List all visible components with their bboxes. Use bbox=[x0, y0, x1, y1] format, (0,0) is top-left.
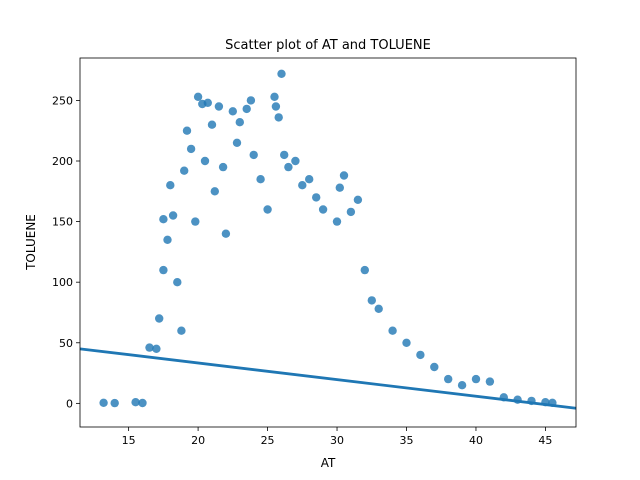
scatter-point bbox=[277, 69, 286, 79]
scatter-point bbox=[138, 398, 147, 408]
scatter-point bbox=[193, 92, 203, 102]
scatter-point bbox=[416, 350, 425, 360]
scatter-point bbox=[353, 195, 363, 204]
scatter-point bbox=[335, 183, 344, 192]
scatter-point bbox=[168, 211, 178, 220]
scatter-point bbox=[99, 398, 108, 407]
scatter-point bbox=[360, 265, 369, 275]
scatter-point bbox=[291, 156, 300, 166]
scatter-point bbox=[263, 205, 272, 214]
scatter-point bbox=[191, 217, 200, 226]
scatter-point bbox=[177, 326, 186, 335]
scatter-point bbox=[305, 175, 314, 184]
scatter-point bbox=[256, 175, 265, 184]
x-tick-label: 40 bbox=[469, 434, 483, 447]
y-axis-ticks: 0 50 100 150 200 250 bbox=[52, 94, 80, 410]
plot-frame bbox=[79, 57, 577, 428]
y-tick-label: 200 bbox=[52, 155, 73, 168]
scatter-point bbox=[249, 150, 258, 160]
plot-area bbox=[80, 58, 576, 427]
scatter-point bbox=[131, 398, 140, 407]
x-tick-label: 25 bbox=[261, 434, 275, 447]
scatter-point bbox=[232, 138, 242, 147]
scatter-point bbox=[145, 343, 154, 352]
scatter-point bbox=[388, 326, 397, 335]
x-axis-ticks: 15 20 25 30 35 40 45 bbox=[122, 427, 552, 447]
scatter-point bbox=[430, 362, 439, 372]
x-tick-label: 45 bbox=[538, 434, 552, 447]
scatter-point bbox=[271, 102, 281, 111]
scatter-point bbox=[284, 162, 293, 172]
scatter-point bbox=[444, 374, 453, 384]
scatter-point bbox=[374, 304, 383, 313]
scatter-point bbox=[274, 113, 283, 122]
y-tick-label: 50 bbox=[59, 337, 73, 350]
scatter-point bbox=[210, 187, 219, 196]
scatter-point bbox=[218, 162, 228, 172]
scatter-point bbox=[312, 193, 321, 202]
scatter-point bbox=[318, 205, 328, 214]
scatter-point bbox=[457, 381, 467, 390]
regression-line bbox=[79, 347, 577, 410]
scatter-point bbox=[339, 171, 349, 180]
scatter-point bbox=[402, 338, 411, 347]
scatter-point bbox=[166, 181, 175, 190]
scatter-point bbox=[186, 144, 196, 154]
scatter-point bbox=[180, 166, 189, 175]
x-axis-label: AT bbox=[321, 456, 336, 470]
y-tick-label: 150 bbox=[52, 216, 73, 229]
scatter-point bbox=[242, 104, 251, 114]
scatter-point bbox=[152, 344, 161, 353]
y-tick-label: 0 bbox=[66, 397, 73, 410]
scatter-point bbox=[235, 118, 244, 127]
scatter-point bbox=[298, 181, 307, 190]
regression-layer bbox=[79, 347, 577, 410]
scatter-point bbox=[159, 215, 168, 224]
scatter-point bbox=[485, 377, 495, 386]
scatter-point bbox=[207, 120, 217, 129]
scatter-point bbox=[332, 217, 342, 226]
scatter-point bbox=[471, 374, 481, 384]
scatter-point bbox=[110, 398, 119, 408]
scatter-point bbox=[367, 296, 376, 305]
scatter-point bbox=[214, 102, 224, 111]
x-tick-label: 35 bbox=[399, 434, 413, 447]
scatter-point bbox=[203, 98, 212, 108]
scatter-point bbox=[228, 107, 237, 116]
y-axis-label: TOLUENE bbox=[24, 214, 38, 271]
scatter-point bbox=[159, 265, 168, 275]
x-tick-label: 15 bbox=[122, 434, 136, 447]
points-layer bbox=[99, 69, 557, 408]
scatter-point bbox=[163, 235, 172, 244]
x-tick-label: 30 bbox=[330, 434, 344, 447]
scatter-point bbox=[221, 229, 231, 238]
scatter-point bbox=[200, 156, 210, 166]
y-tick-label: 100 bbox=[52, 276, 73, 289]
scatter-point bbox=[270, 92, 279, 102]
chart-title: Scatter plot of AT and TOLUENE bbox=[225, 38, 431, 53]
scatter-point bbox=[246, 96, 256, 105]
scatter-point bbox=[182, 126, 192, 135]
scatter-point bbox=[346, 207, 356, 217]
scatter-point bbox=[173, 278, 182, 287]
scatter-point bbox=[280, 150, 289, 160]
scatter-point bbox=[155, 314, 164, 323]
y-tick-label: 250 bbox=[52, 94, 73, 107]
x-tick-label: 20 bbox=[191, 434, 205, 447]
